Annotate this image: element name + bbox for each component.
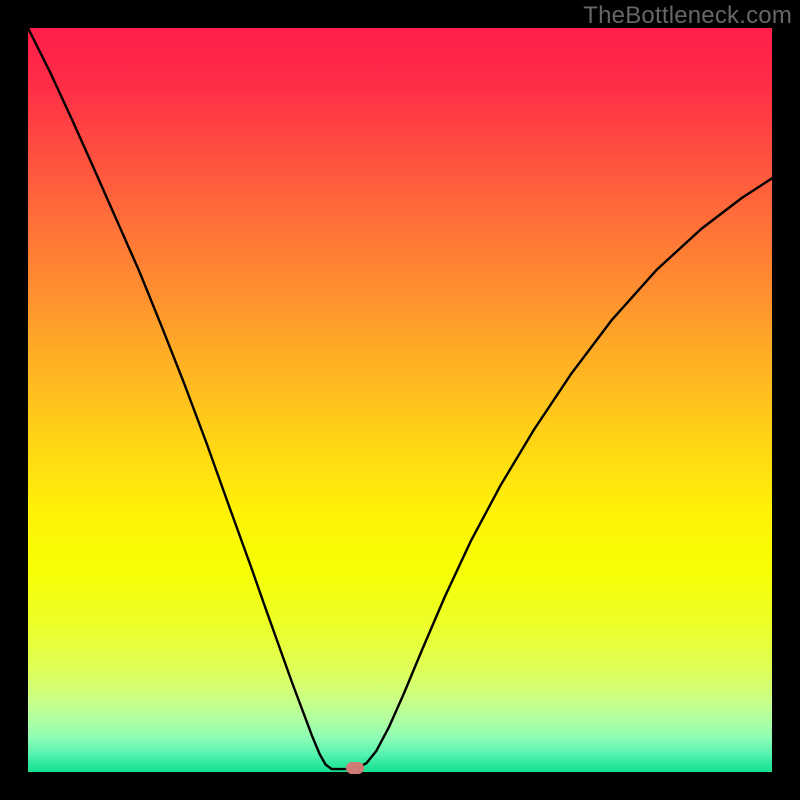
chart-container: TheBottleneck.com — [0, 0, 800, 800]
gradient-background — [28, 28, 772, 772]
watermark-text: TheBottleneck.com — [583, 2, 792, 30]
optimum-marker — [346, 762, 364, 774]
plot-area — [28, 28, 772, 772]
chart-svg — [28, 28, 772, 772]
